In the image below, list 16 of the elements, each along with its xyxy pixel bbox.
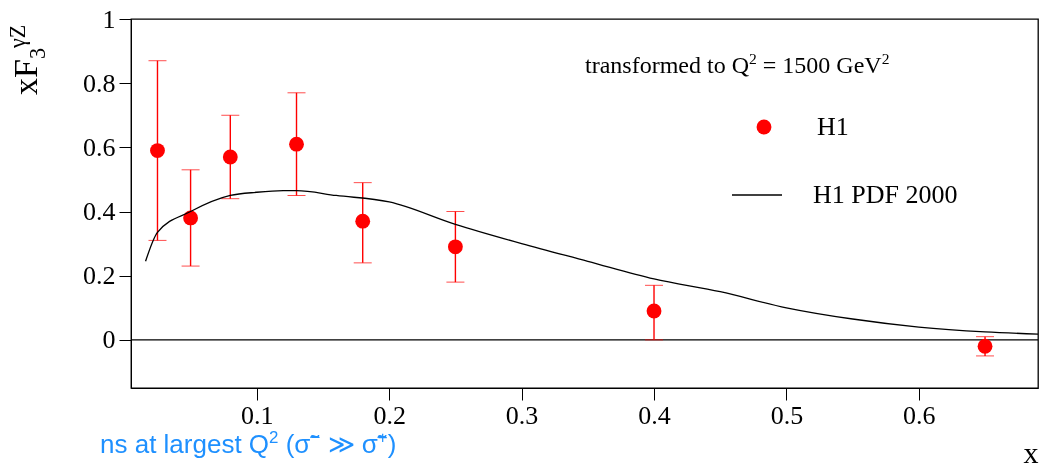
y-tick-label: 0.8: [83, 68, 116, 98]
annotation: transformed to Q$^{2}$ = 1500 GeV$^{2}$: [585, 50, 890, 79]
x-tick-label: 0.2: [373, 400, 406, 430]
x-tick-label: 0.3: [505, 400, 539, 430]
x-tick-label: 0.1: [241, 400, 274, 430]
legend-label: H1 PDF 2000: [813, 180, 958, 209]
x-tick-label: 0.4: [638, 400, 671, 430]
x-tick-label: 0.5: [770, 400, 804, 430]
x-axis-title: x: [1023, 435, 1039, 463]
y-tick-label: 0.4: [83, 197, 116, 227]
y-tick-label: 0.6: [83, 132, 116, 162]
legend-label: H1: [817, 112, 849, 141]
x-tick-label: 0.6: [903, 400, 936, 430]
y-tick-label: 0: [102, 325, 116, 355]
y-tick-label: 1: [102, 4, 116, 34]
y-tick-label: 0.2: [83, 261, 116, 291]
